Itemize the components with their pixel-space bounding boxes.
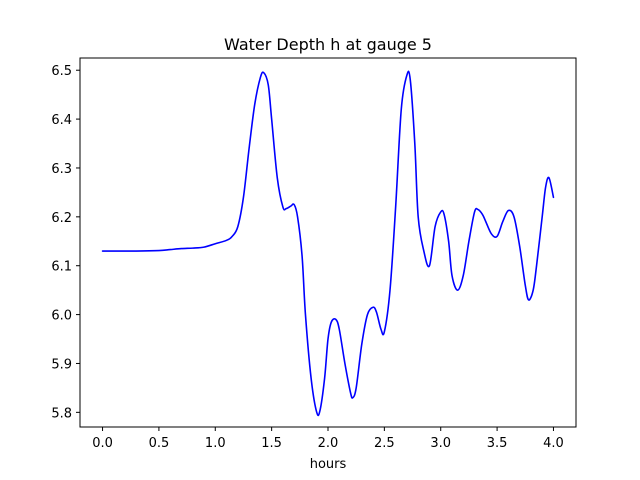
x-tick-label: 3.5 (487, 436, 508, 451)
x-tick-label: 3.0 (430, 436, 451, 451)
chart-title: Water Depth h at gauge 5 (224, 35, 432, 54)
x-tick-label: 4.0 (543, 436, 564, 451)
y-tick-label: 6.2 (51, 211, 72, 226)
x-tick-label: 2.5 (374, 436, 395, 451)
x-tick-label: 0.0 (92, 436, 113, 451)
y-tick-label: 6.3 (51, 162, 72, 177)
x-axis: 0.0 0.5 1.0 1.5 2.0 2.5 3.0 3.5 4.0 (92, 427, 564, 451)
x-tick-label: 2.0 (318, 436, 339, 451)
plot-frame (79, 57, 577, 428)
series-line (101, 70, 555, 417)
x-tick-label: 1.5 (261, 436, 282, 451)
y-tick-label: 5.9 (51, 357, 72, 372)
y-axis: 5.8 5.9 6.0 6.1 6.2 6.3 6.4 6.5 (51, 64, 80, 421)
y-tick-label: 5.8 (51, 406, 72, 421)
y-tick-label: 6.5 (51, 64, 72, 79)
x-axis-label: hours (310, 457, 347, 472)
y-tick-label: 6.0 (51, 309, 72, 324)
y-tick-label: 6.4 (51, 113, 72, 128)
series-layer (101, 70, 555, 417)
y-tick-label: 6.1 (51, 260, 72, 275)
x-tick-label: 1.0 (205, 436, 226, 451)
plot-area (79, 57, 577, 428)
x-tick-label: 0.5 (149, 436, 170, 451)
